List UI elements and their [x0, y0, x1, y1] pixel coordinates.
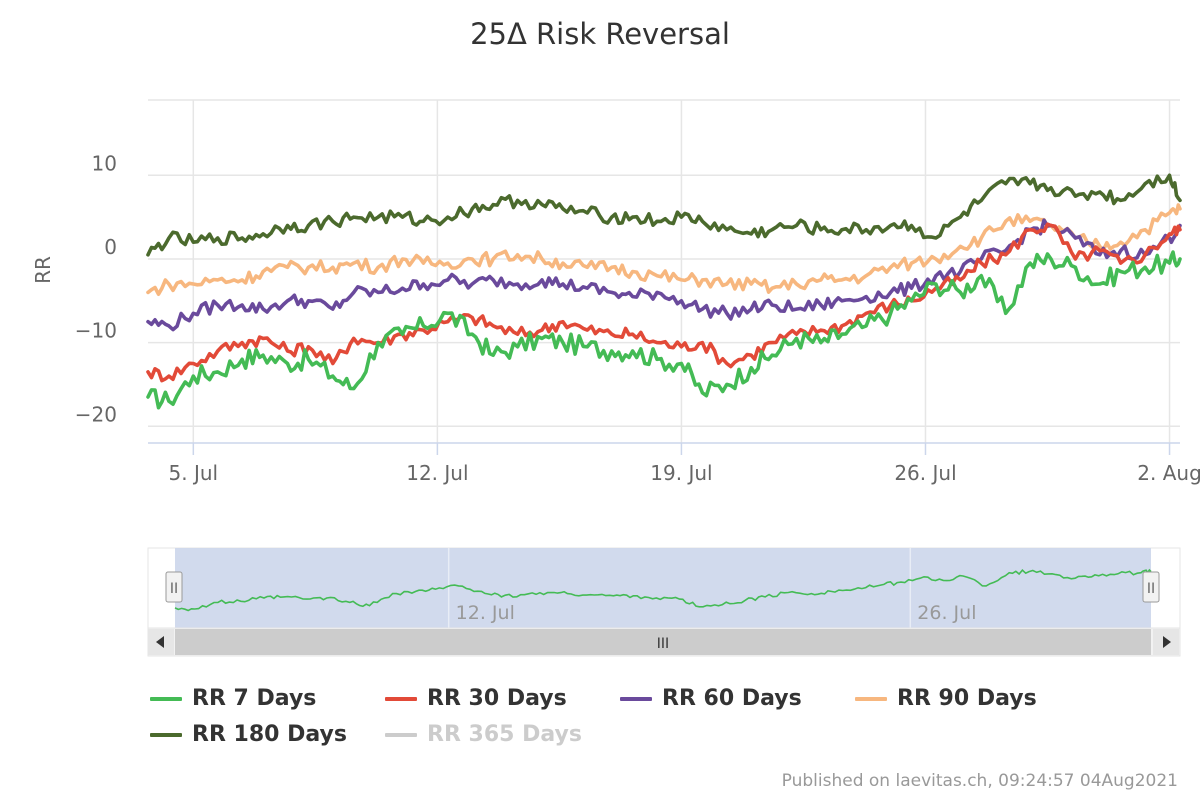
legend-label: RR 7 Days: [192, 686, 317, 711]
handle-grip-icon: II: [170, 581, 178, 597]
legend-label: RR 30 Days: [427, 686, 567, 711]
series-line-rr-7-days: [146, 250, 1182, 410]
navigator-handle-left[interactable]: II: [165, 571, 183, 603]
chart-axes: 10 0 −10 −20 5. Jul 12. Jul 19. Jul 26. Jul 2. A…: [75, 151, 1200, 485]
navigator-series-line: [174, 568, 1152, 612]
arrow-right-icon: [1163, 636, 1171, 648]
y-tick-label: 0: [104, 235, 117, 259]
legend-item-rr-365-days[interactable]: RR 365 Days: [385, 722, 582, 747]
handle-grip-icon: II: [1147, 581, 1155, 597]
navigator[interactable]: 12. Jul 26. Jul II II III: [147, 547, 1181, 657]
series-line-rr-30-days: [146, 222, 1182, 383]
navigator-grid: 12. Jul 26. Jul: [447, 548, 976, 628]
x-tick-label: 5. Jul: [169, 461, 219, 485]
x-tick-label: 2. Aug: [1137, 461, 1200, 485]
arrow-left-icon: [156, 636, 164, 648]
scrollbar-thumb[interactable]: [175, 629, 1151, 655]
scrollbar-grip-icon: III: [657, 636, 669, 652]
legend-swatch: [150, 696, 182, 701]
x-tick-label: 12. Jul: [406, 461, 468, 485]
legend-item-rr-60-days[interactable]: RR 60 Days: [620, 686, 802, 711]
y-tick-label: −10: [75, 319, 117, 343]
x-tick-label: 19. Jul: [650, 461, 712, 485]
legend-swatch: [855, 696, 887, 701]
navigator-series: [174, 568, 1152, 612]
series-line-rr-90-days: [146, 203, 1182, 296]
y-tick-label: 10: [92, 151, 117, 175]
navigator-x-label: 12. Jul: [456, 602, 515, 624]
chart-grid: [148, 99, 1180, 443]
legend-label: RR 180 Days: [192, 722, 347, 747]
legend-swatch: [620, 696, 652, 701]
legend-label: RR 365 Days: [427, 722, 582, 747]
credits-text[interactable]: Published on laevitas.ch, 09:24:57 04Aug…: [781, 771, 1178, 791]
y-tick-label: −20: [75, 402, 117, 426]
legend-label: RR 60 Days: [662, 686, 802, 711]
legend-item-rr-90-days[interactable]: RR 90 Days: [855, 686, 1037, 711]
navigator-selection[interactable]: [175, 548, 1151, 628]
legend-item-rr-30-days[interactable]: RR 30 Days: [385, 686, 567, 711]
legend-swatch: [385, 732, 417, 737]
x-tick-label: 26. Jul: [894, 461, 956, 485]
legend-swatch: [385, 696, 417, 701]
navigator-handle-right[interactable]: II: [1142, 571, 1160, 603]
legend-item-rr-7-days[interactable]: RR 7 Days: [150, 686, 316, 711]
series-line-rr-60-days: [146, 218, 1182, 332]
scroll-left-button[interactable]: [148, 629, 174, 655]
series-line-rr-180-days: [146, 173, 1182, 257]
legend-swatch: [150, 732, 182, 737]
scroll-right-button[interactable]: [1153, 629, 1179, 655]
y-axis-title: RR: [31, 256, 55, 284]
navigator-x-label: 26. Jul: [917, 602, 976, 624]
legend-item-rr-180-days[interactable]: RR 180 Days: [150, 722, 347, 747]
chart-title: 25Δ Risk Reversal: [470, 17, 730, 51]
chart-series: [146, 173, 1182, 410]
legend-label: RR 90 Days: [897, 686, 1037, 711]
